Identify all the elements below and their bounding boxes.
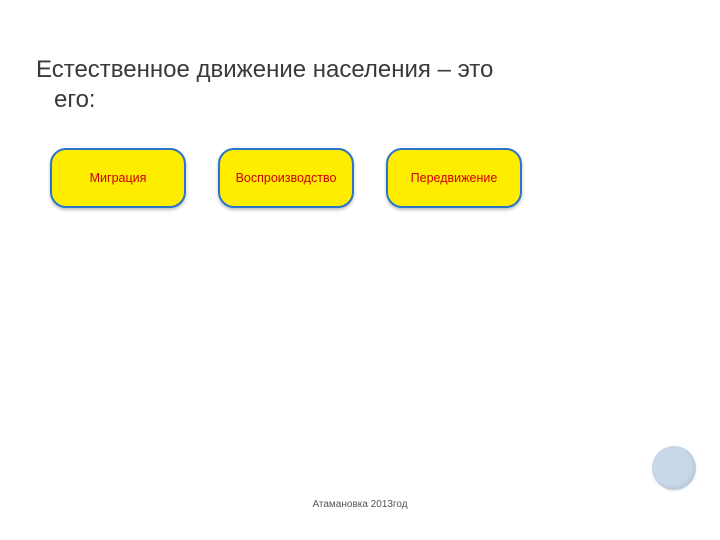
question-line-1: Естественное движение населения – это — [36, 55, 690, 85]
option-button-reproduction[interactable]: Воспроизводство — [218, 148, 354, 208]
question-block: Естественное движение населения – это ег… — [36, 55, 690, 115]
option-label: Передвижение — [411, 171, 498, 185]
options-row: Миграция Воспроизводство Передвижение — [50, 148, 522, 208]
option-label: Миграция — [90, 171, 147, 185]
footer-text: Атамановка 2013год — [0, 499, 720, 510]
option-button-movement[interactable]: Передвижение — [386, 148, 522, 208]
question-line-2: его: — [36, 85, 690, 115]
option-label: Воспроизводство — [236, 171, 337, 185]
option-button-migration[interactable]: Миграция — [50, 148, 186, 208]
decorative-circle — [652, 446, 696, 490]
